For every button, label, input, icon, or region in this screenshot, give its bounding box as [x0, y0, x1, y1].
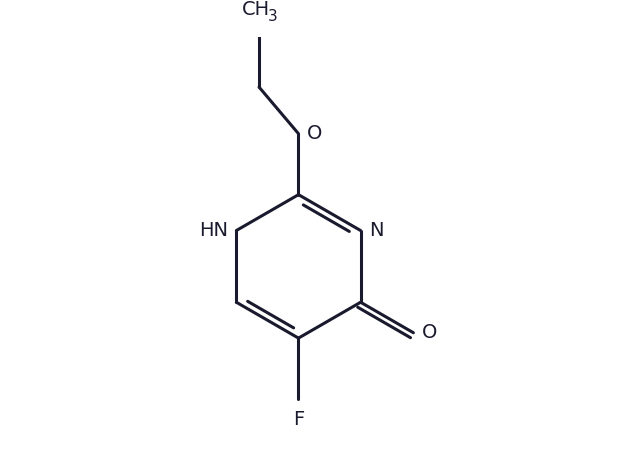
- Text: HN: HN: [199, 221, 228, 240]
- Text: CH: CH: [241, 0, 269, 19]
- Text: O: O: [307, 124, 323, 143]
- Text: 3: 3: [268, 9, 278, 24]
- Text: F: F: [293, 410, 304, 429]
- Text: N: N: [369, 221, 384, 240]
- Text: O: O: [422, 323, 437, 342]
